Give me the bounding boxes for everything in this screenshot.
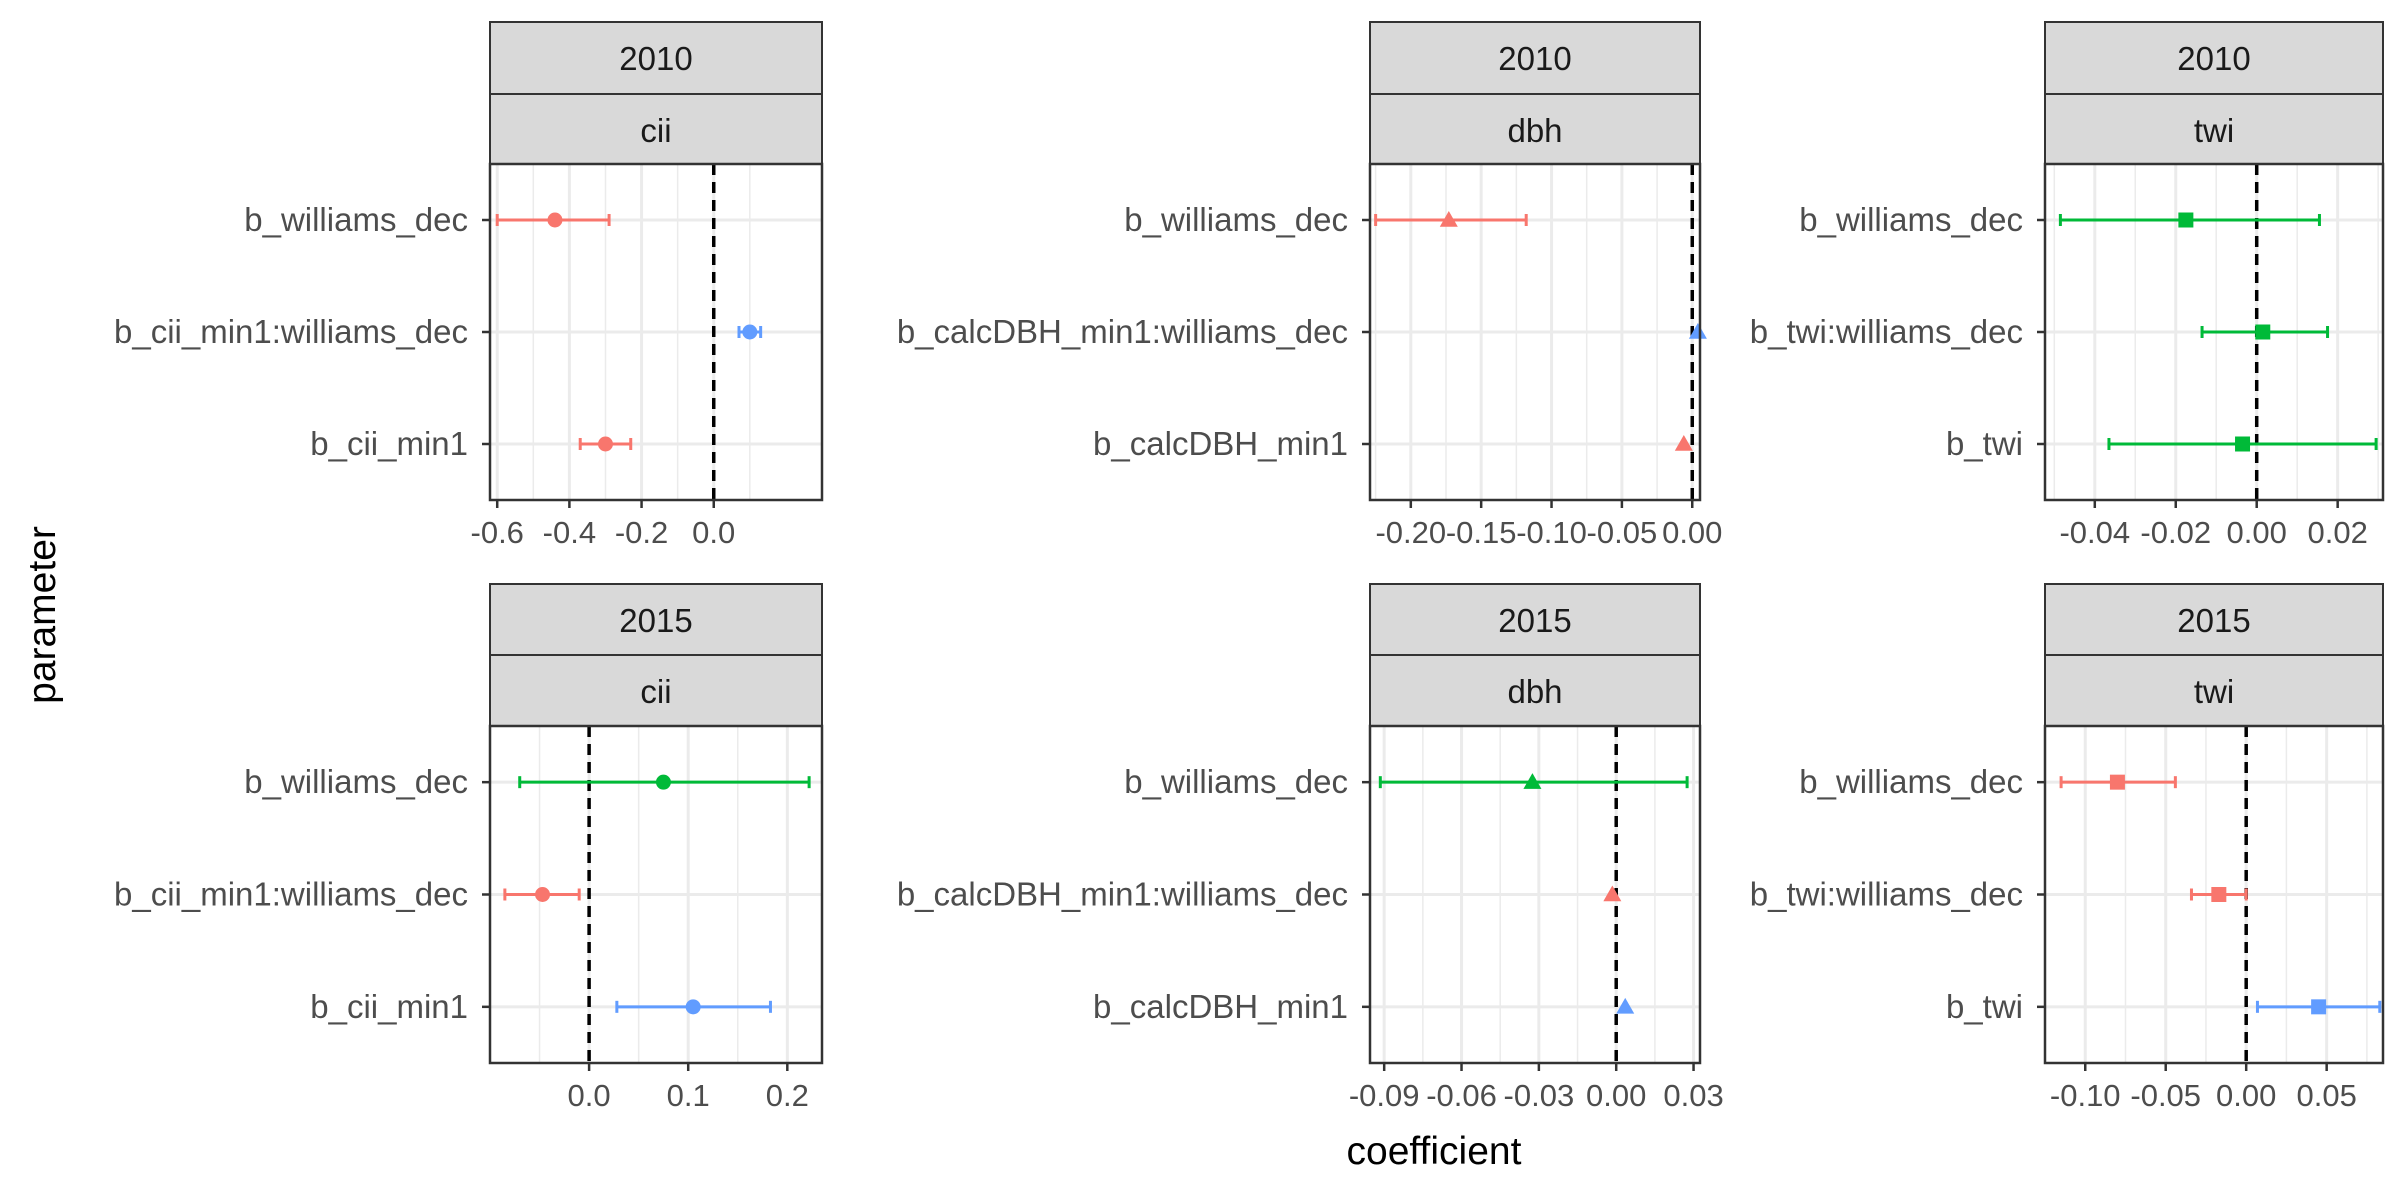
strip-year-label: 2010	[1498, 40, 1571, 77]
x-tick-label: 0.00	[2216, 1078, 2276, 1113]
x-tick-label: -0.09	[1349, 1078, 1420, 1113]
data-point	[2211, 887, 2227, 902]
strip-year-label: 2015	[619, 602, 692, 639]
strip-variable-box	[489, 93, 823, 167]
strip-year-box	[489, 21, 823, 95]
x-tick-label: 0.0	[692, 515, 735, 550]
panel-2010-twi: 2010 twi b_williams_dec b_twi:williams_decb…	[1750, 21, 2385, 550]
strip-variable-label: cii	[640, 112, 671, 149]
y-tick-label: b_cii_min1:williams_dec	[114, 313, 468, 350]
x-tick-label: 0.05	[2296, 1078, 2356, 1113]
data-point	[1523, 773, 1542, 789]
strip-variable-label: dbh	[1507, 673, 1562, 710]
data-point	[1674, 435, 1693, 451]
data-point	[597, 436, 613, 452]
panel-2010-cii: 2010 cii b_williams_dec b_cii_min1:williams…	[114, 21, 824, 550]
data-point	[2235, 436, 2251, 452]
strip-year-label: 2010	[2177, 40, 2250, 77]
y-tick-label: b_williams_dec	[244, 201, 468, 238]
y-tick-label: b_williams_dec	[1124, 763, 1348, 800]
strip-year-box	[489, 583, 823, 657]
x-tick-label: -0.05	[2130, 1078, 2201, 1113]
y-axis-title: parameter	[21, 526, 64, 704]
y-tick-label: b_williams_dec	[1124, 201, 1348, 238]
strip-variable-label: cii	[640, 673, 671, 710]
x-tick-label: -0.4	[543, 515, 596, 550]
x-tick-label: 0.00	[1586, 1078, 1646, 1113]
x-tick-label: -0.10	[1516, 515, 1587, 550]
strip-year-label: 2015	[1498, 602, 1571, 639]
data-point	[1439, 211, 1458, 227]
strip-variable-label: twi	[2194, 673, 2234, 710]
panel-2015-cii: 2015 cii b_williams_dec b_cii_min1:williams…	[114, 583, 824, 1113]
data-point	[1603, 885, 1622, 902]
strip-year-box	[1369, 21, 1701, 95]
data-point	[742, 324, 758, 340]
x-tick-label: 0.02	[2307, 515, 2367, 550]
x-tick-label: -0.10	[2050, 1078, 2121, 1113]
panels: 2010 cii b_williams_dec b_cii_min1:williams…	[114, 21, 2385, 1113]
x-axis-title: coefficient	[1347, 1130, 1522, 1173]
x-tick-label: 0.00	[1662, 515, 1722, 550]
strip-year-label: 2010	[619, 40, 692, 77]
y-tick-label: b_twi	[1946, 425, 2023, 462]
x-tick-label: -0.04	[2059, 515, 2130, 550]
x-tick-label: -0.05	[1587, 515, 1658, 550]
x-tick-label: 0.1	[667, 1078, 710, 1113]
y-tick-label: b_calcDBH_min1:williams_dec	[897, 876, 1348, 913]
y-tick-label: b_twi:williams_dec	[1750, 313, 2023, 350]
data-point	[547, 212, 563, 228]
data-point	[1616, 997, 1635, 1014]
data-point	[1688, 323, 1707, 339]
x-tick-label: -0.20	[1375, 515, 1446, 550]
panel-2010-dbh: 2010 dbh b_williams_dec b_calcDBH_min1:will…	[897, 21, 1722, 550]
y-tick-label: b_twi:williams_dec	[1750, 876, 2023, 913]
y-tick-label: b_cii_min1	[310, 425, 468, 462]
y-tick-label: b_twi	[1946, 988, 2023, 1025]
data-point	[535, 887, 551, 902]
strip-year-label: 2015	[2177, 602, 2250, 639]
x-tick-label: -0.2	[615, 515, 668, 550]
data-point	[2178, 212, 2194, 228]
x-tick-label: -0.06	[1426, 1078, 1497, 1113]
x-tick-label: 0.03	[1663, 1078, 1723, 1113]
y-tick-label: b_williams_dec	[244, 763, 468, 800]
x-tick-label: -0.02	[2140, 515, 2211, 550]
panel-2015-dbh: 2015 dbh b_williams_dec b_calcDBH_min1:will…	[897, 583, 1724, 1113]
y-tick-label: b_calcDBH_min1	[1093, 988, 1348, 1025]
x-tick-label: 0.2	[766, 1078, 809, 1113]
y-tick-label: b_cii_min1	[310, 988, 468, 1025]
data-point	[685, 999, 701, 1015]
x-tick-label: 0.0	[568, 1078, 611, 1113]
y-tick-label: b_cii_min1:williams_dec	[114, 876, 468, 913]
x-tick-label: 0.00	[2227, 515, 2287, 550]
y-tick-label: b_williams_dec	[1799, 201, 2023, 238]
y-tick-label: b_calcDBH_min1:williams_dec	[897, 313, 1348, 350]
y-tick-label: b_calcDBH_min1	[1093, 425, 1348, 462]
strip-variable-label: twi	[2194, 112, 2234, 149]
x-tick-label: -0.6	[471, 515, 524, 550]
strip-year-box	[1369, 583, 1701, 657]
y-tick-label: b_williams_dec	[1799, 763, 2023, 800]
strip-year-box	[2044, 583, 2384, 657]
data-point	[2109, 774, 2125, 790]
panel-2015-twi: 2015 twi b_williams_dec b_twi:williams_decb…	[1750, 583, 2385, 1113]
data-point	[655, 774, 671, 790]
x-tick-label: -0.03	[1504, 1078, 1575, 1113]
x-tick-label: -0.15	[1446, 515, 1517, 550]
data-point	[2255, 324, 2271, 340]
strip-year-box	[2044, 21, 2384, 95]
strip-variable-label: dbh	[1507, 112, 1562, 149]
data-point	[2311, 999, 2327, 1015]
